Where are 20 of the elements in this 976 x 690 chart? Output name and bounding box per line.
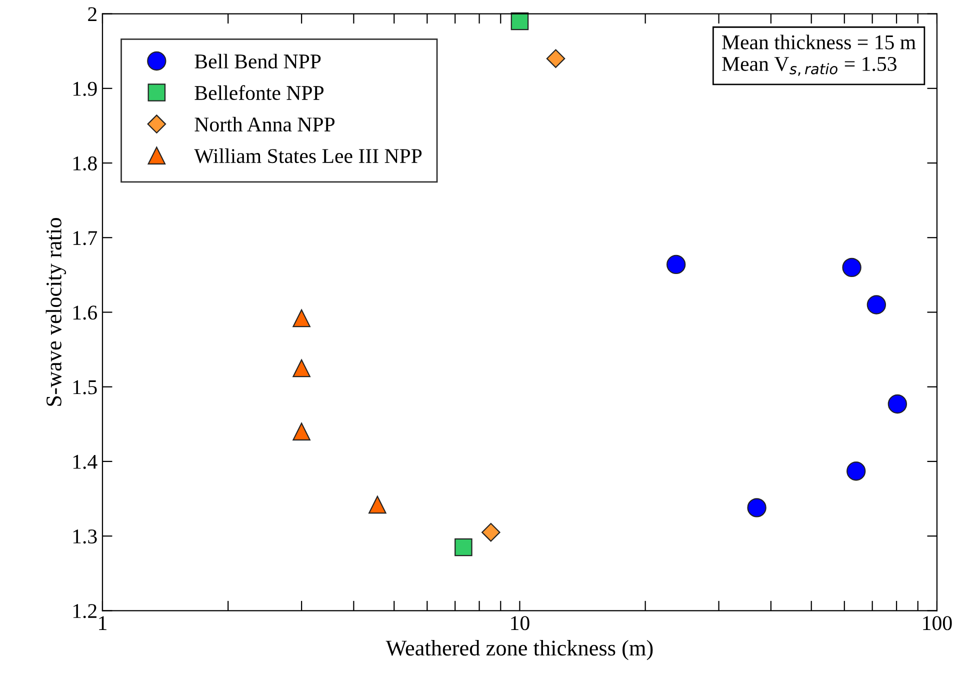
y-axis-title: S-wave velocity ratio — [46, 218, 66, 406]
legend-label: William States Lee III NPP — [194, 148, 422, 164]
annotation: Mean thickness = 15 m — [722, 34, 916, 50]
x-axis-title: Weathered zone thickness (m) — [386, 640, 653, 660]
y-tick-label: 1.5 — [73, 380, 97, 394]
legend-label: Bellefonte NPP — [194, 85, 324, 100]
y-tick-label: 1.2 — [73, 604, 96, 618]
y-tick-label: 1.7 — [73, 231, 98, 246]
y-tick-label: 1.9 — [73, 82, 97, 96]
x-tick-label: 1 — [99, 616, 106, 630]
legend-label: North Anna NPP — [194, 116, 335, 132]
y-tick-label: 1.4 — [73, 454, 98, 469]
x-tick-label: 100 — [923, 616, 952, 630]
y-tick-label: 2 — [88, 7, 96, 22]
y-tick-label: 1.8 — [73, 156, 97, 171]
y-tick-label: 1.6 — [73, 306, 97, 320]
legend-label: Bell Bend NPP — [194, 54, 321, 69]
y-tick-label: 1.3 — [73, 529, 97, 544]
annotation: Mean V$_{s,ratio}$ = 1.53 — [722, 56, 896, 76]
x-tick-label: 10 — [511, 616, 530, 630]
